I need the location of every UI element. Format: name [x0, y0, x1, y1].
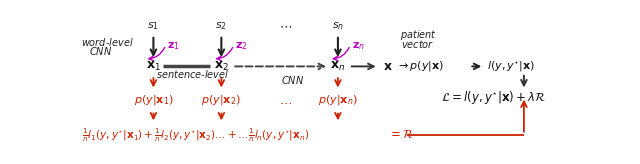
Text: $\rightarrow p(y|\mathbf{x})$: $\rightarrow p(y|\mathbf{x})$ [396, 59, 444, 73]
Text: $p(y|\mathbf{x}_n)$: $p(y|\mathbf{x}_n)$ [318, 93, 358, 107]
Text: $\mathbf{z}_2$: $\mathbf{z}_2$ [236, 40, 248, 52]
Text: $\mathbf{x}_1$: $\mathbf{x}_1$ [146, 60, 161, 73]
Text: $\cdots$: $\cdots$ [279, 20, 292, 32]
Text: $\mathcal{L} = l(y, y^{\star}|\mathbf{x})+\lambda\mathcal{R}$: $\mathcal{L} = l(y, y^{\star}|\mathbf{x}… [441, 90, 547, 106]
Text: $sentence$-$level$: $sentence$-$level$ [156, 68, 229, 80]
Text: $p(y|\mathbf{x}_1)$: $p(y|\mathbf{x}_1)$ [134, 93, 173, 107]
Text: $\mathbf{x}_2$: $\mathbf{x}_2$ [214, 60, 228, 73]
Text: $\mathbf{x}$: $\mathbf{x}$ [383, 60, 392, 73]
Text: $patient$: $patient$ [400, 29, 437, 42]
Text: $s_2$: $s_2$ [216, 20, 227, 32]
Text: $\frac{1}{n}l_1(y,y^{\star}|\mathbf{x}_1)+\frac{1}{n}l_2(y,y^{\star}|\mathbf{x}_: $\frac{1}{n}l_1(y,y^{\star}|\mathbf{x}_1… [83, 126, 310, 143]
Text: $s_n$: $s_n$ [332, 20, 344, 32]
Text: $\mathbf{z}_n$: $\mathbf{z}_n$ [352, 40, 365, 52]
Text: $=\mathcal{R}$: $=\mathcal{R}$ [388, 128, 413, 141]
Text: $s_1$: $s_1$ [147, 20, 159, 32]
Text: $\mathbf{x}_n$: $\mathbf{x}_n$ [330, 60, 346, 73]
Text: $word$-$level$: $word$-$level$ [81, 36, 134, 48]
Text: $CNN$: $CNN$ [281, 74, 304, 86]
Text: $\mathbf{z}_1$: $\mathbf{z}_1$ [167, 40, 180, 52]
Text: $l(y, y^{\star}|\mathbf{x})$: $l(y, y^{\star}|\mathbf{x})$ [486, 59, 535, 74]
Text: $\ldots$: $\ldots$ [279, 94, 292, 107]
Text: $vector$: $vector$ [401, 38, 435, 50]
Text: $CNN$: $CNN$ [89, 45, 112, 57]
Text: $p(y|\mathbf{x}_2)$: $p(y|\mathbf{x}_2)$ [202, 93, 241, 107]
